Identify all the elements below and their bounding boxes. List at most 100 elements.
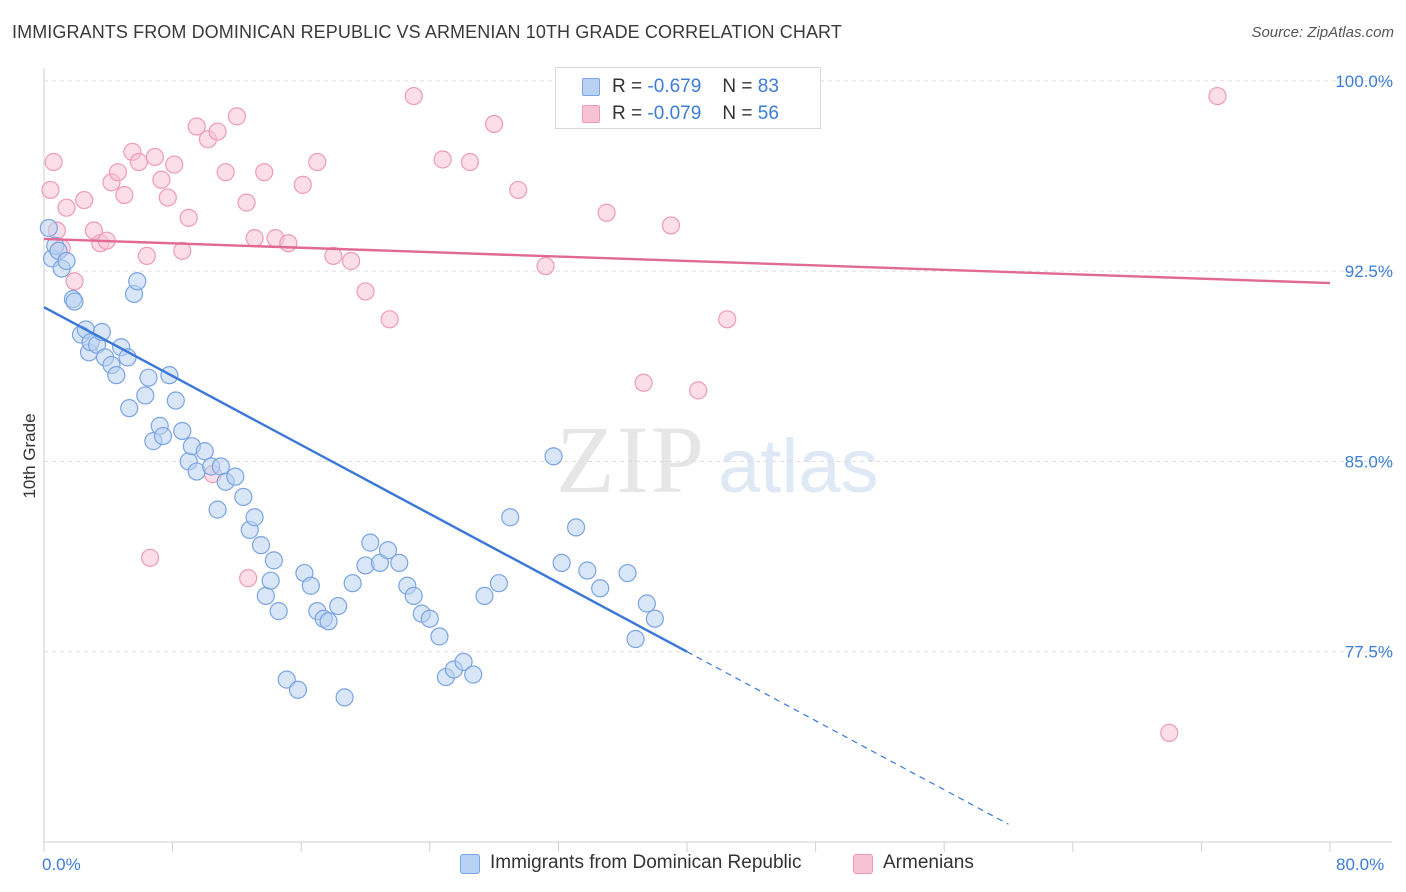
dominican-point [319, 612, 338, 631]
armenian-point [237, 193, 256, 212]
armenian-point [380, 310, 399, 329]
armenian-point [341, 251, 361, 271]
dominican-point [269, 602, 288, 621]
y-tick-label: 77.5% [1345, 643, 1393, 662]
legend-n-label: N = [722, 76, 753, 97]
x-tick-label-left: 0.0% [42, 855, 81, 874]
armenian-point [129, 152, 148, 172]
dominican-point [208, 500, 227, 519]
armenian-point [356, 282, 375, 301]
armenian-point [179, 208, 198, 227]
armenian-point [208, 122, 227, 141]
armenian-point [173, 241, 192, 260]
series-swatch-pink [853, 854, 873, 874]
dominican-point [626, 629, 645, 649]
series-label-dominican: Immigrants from Dominican Republic [490, 852, 802, 873]
dominican-point [226, 467, 245, 486]
dominican-point [39, 218, 58, 238]
armenian-point [158, 188, 177, 207]
dominican-point [264, 551, 283, 570]
armenian-point [509, 180, 528, 200]
dominican-point [464, 665, 483, 684]
dominican-point [261, 571, 280, 590]
dominican-point [107, 366, 126, 385]
dominican-point [195, 442, 214, 461]
armenian-point [308, 152, 327, 172]
dominican-point [65, 292, 84, 311]
armenian-point [216, 163, 235, 182]
dominican-point [454, 652, 473, 671]
armenian-point [689, 381, 708, 400]
dominican-point [136, 386, 155, 405]
dominican-point [378, 541, 398, 560]
dominican-point [128, 272, 147, 291]
gridlines [44, 80, 1392, 653]
armenian-point [145, 147, 165, 167]
armenian-point [1208, 86, 1227, 106]
armenian-point [1160, 723, 1179, 742]
dominican-trend-extension [686, 651, 1009, 825]
dominican-point [153, 426, 173, 446]
trend-lines [43, 237, 1331, 825]
armenian-point [293, 175, 312, 194]
dominican-point [645, 609, 664, 628]
armenian-point [718, 310, 737, 329]
armenian-point [65, 272, 84, 291]
y-tick-label: 92.5% [1345, 262, 1393, 281]
armenian-trend-line [43, 237, 1331, 285]
armenian-point [152, 170, 171, 189]
armenian-point [137, 246, 156, 266]
dominican-point [166, 391, 185, 410]
dominican-point [430, 627, 449, 646]
armenian-point [239, 569, 258, 588]
dominican-point [277, 670, 296, 689]
armenian-point [187, 117, 206, 136]
series-label-armenians: Armenians [883, 852, 974, 873]
armenians-points [41, 76, 1227, 742]
armenian-point [57, 198, 76, 217]
armenian-point [597, 203, 616, 222]
dominican-point [173, 421, 192, 441]
dominican-point [390, 553, 409, 573]
dominican-point [343, 574, 362, 593]
armenian-point [44, 152, 63, 172]
dominican-point [475, 586, 494, 605]
dominican-point [566, 518, 586, 537]
dominican-trend-line [43, 306, 688, 653]
legend-r-value: -0.679 [647, 76, 702, 97]
armenian-point [324, 246, 343, 266]
series-legend: Immigrants from Dominican Republic Armen… [0, 850, 1406, 880]
correlation-legend: R = -0.679 N = 83 R = -0.079 N = 56 [555, 67, 821, 129]
dominican-point [404, 586, 423, 605]
armenian-point [75, 190, 94, 210]
armenian-point [433, 150, 452, 169]
dominican-point [552, 553, 571, 573]
legend-r-value: -0.079 [647, 103, 702, 124]
armenian-point [634, 373, 653, 392]
armenian-point [460, 152, 480, 172]
dominican-points [39, 218, 664, 707]
legend-r-label: R = [612, 103, 643, 124]
dominican-point [57, 251, 76, 271]
legend-n-value: 83 [757, 76, 779, 97]
watermark: ZIP atlas [556, 406, 879, 513]
armenian-point [115, 185, 134, 205]
armenian-point [536, 256, 555, 276]
dominican-point [251, 536, 271, 555]
armenian-point [245, 229, 264, 248]
armenian-point [140, 548, 160, 567]
dominican-point [501, 508, 520, 527]
watermark-atlas: atlas [718, 424, 879, 509]
armenian-point [165, 155, 184, 174]
dominican-point [211, 457, 230, 476]
dominican-point [256, 586, 275, 605]
dominican-point [420, 609, 439, 628]
armenian-point [255, 163, 274, 182]
watermark-zip: ZIP [556, 406, 706, 513]
dominican-point [335, 688, 354, 707]
dominican-point [329, 596, 348, 616]
armenian-point [279, 234, 298, 253]
dominican-point [591, 579, 610, 598]
y-axis-title: 10th Grade [20, 413, 39, 498]
dominican-point [578, 561, 597, 580]
